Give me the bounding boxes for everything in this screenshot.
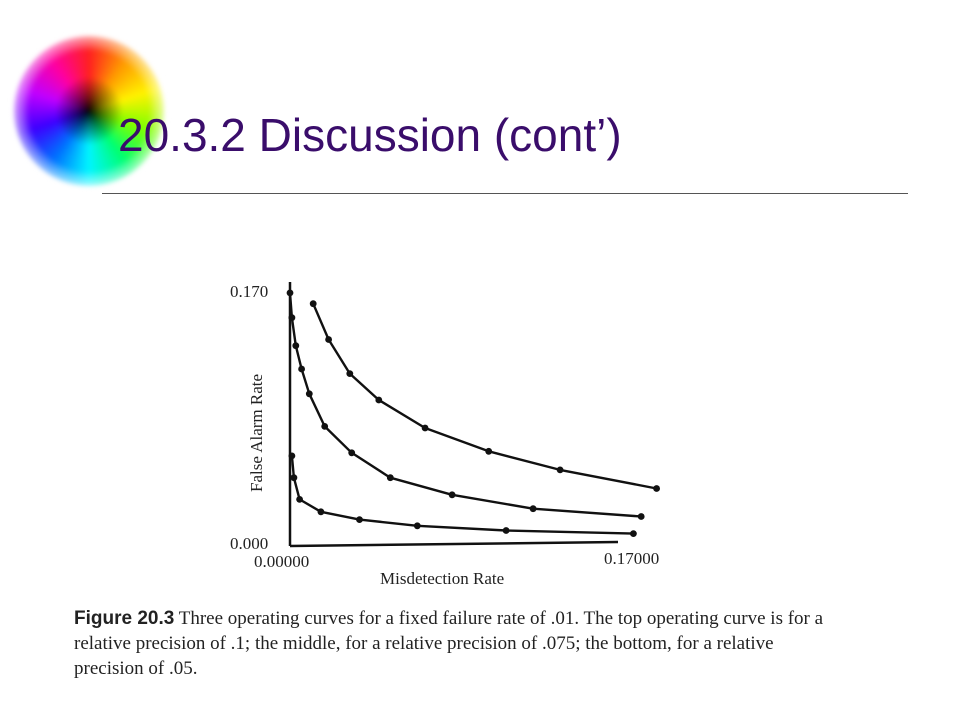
operating-curves-chart: 0.170 0.000 0.00000 0.17000 Misdetection… — [230, 282, 660, 588]
figure-caption: Figure 20.3 Three operating curves for a… — [74, 606, 834, 681]
series-line-3 — [290, 455, 634, 535]
x-tick-label-left: 0.00000 — [254, 552, 309, 571]
series-2-point-11 — [637, 513, 645, 520]
series-1-point-2 — [325, 336, 332, 343]
series-3-point-4 — [317, 508, 325, 516]
series-3-point-5 — [356, 516, 363, 523]
series-2-point-10 — [529, 505, 537, 513]
figure-label: Figure 20.3 — [74, 608, 175, 629]
series-1-point-6 — [485, 447, 493, 455]
series-2-point-1 — [286, 289, 294, 297]
y-tick-label-top: 0.170 — [230, 282, 268, 301]
series-1-point-8 — [653, 485, 660, 492]
y-axis-label: False Alarm Rate — [247, 374, 266, 492]
series-3-point-6 — [413, 522, 421, 530]
series-1-point-4 — [375, 396, 383, 404]
series-1-point-5 — [421, 424, 429, 432]
series-2-point-6 — [321, 423, 329, 430]
series-2-point-5 — [305, 390, 313, 398]
series-2-point-3 — [292, 342, 300, 350]
color-wheel-logo — [8, 30, 170, 192]
series-3-point-7 — [502, 527, 510, 534]
series-2-point-4 — [298, 365, 305, 373]
series-line-1 — [312, 303, 657, 490]
series-2-point-9 — [448, 491, 456, 499]
y-tick-label-bottom: 0.000 — [230, 534, 268, 553]
figure-caption-text: Three operating curves for a fixed failu… — [74, 608, 824, 679]
series-1-point-3 — [346, 370, 354, 377]
title-divider — [102, 193, 908, 194]
series-2-point-8 — [386, 474, 394, 482]
series-3-point-2 — [290, 474, 298, 482]
series-2-point-7 — [348, 449, 356, 457]
x-tick-label-right: 0.17000 — [604, 549, 659, 568]
series-3-point-8 — [630, 530, 637, 537]
series-3-point-1 — [288, 452, 296, 460]
x-axis-label: Misdetection Rate — [380, 569, 504, 588]
slide-title: 20.3.2 Discussion (cont’) — [118, 109, 622, 161]
series-2-point-2 — [288, 314, 296, 322]
series-3-point-3 — [296, 496, 303, 503]
x-axis-line — [289, 540, 619, 548]
series-1-point-1 — [309, 300, 317, 308]
series-1-point-7 — [556, 466, 564, 474]
series-line-2 — [288, 292, 642, 518]
